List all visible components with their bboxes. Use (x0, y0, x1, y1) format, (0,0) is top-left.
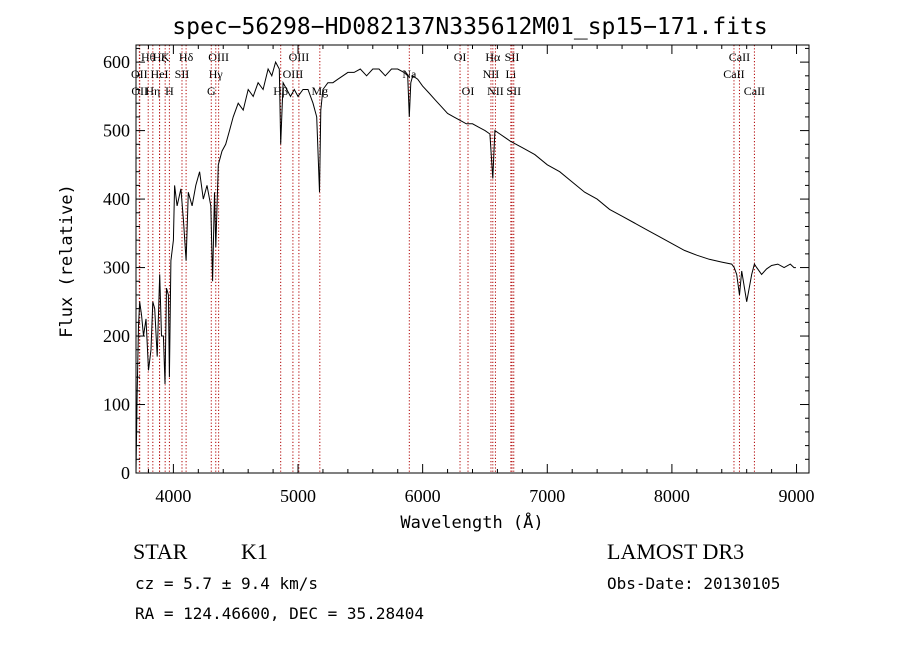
spectral-line-label: Na (402, 67, 417, 81)
x-tick-label: 5000 (280, 486, 316, 506)
spectral-line-label: NII (487, 84, 504, 98)
spectral-line-label: SII (505, 50, 520, 64)
coordinates: RA = 124.46600, DEC = 35.28404 (135, 604, 424, 623)
y-axis-label: Flux (relative) (57, 184, 77, 338)
survey-name: LAMOST DR3 (607, 539, 745, 564)
y-tick-label: 600 (103, 52, 130, 72)
spectral-line-label: H (165, 84, 174, 98)
spectral-line-label: G (207, 84, 216, 98)
spectral-line-label: Hθ (141, 50, 156, 64)
spectral-line-label: OIII (289, 50, 310, 64)
y-tick-label: 100 (103, 395, 130, 415)
spectral-line-label: NII (483, 67, 500, 81)
spectral-line-label: CaII (729, 50, 750, 64)
spectral-line-label: Li (506, 67, 517, 81)
y-tick-label: 0 (121, 463, 130, 483)
x-tick-label: 9000 (779, 486, 815, 506)
x-tick-label: 6000 (405, 486, 441, 506)
spectrum-line (135, 60, 796, 474)
spectral-line-label: K (161, 50, 170, 64)
spectral-line-label: Hη (145, 84, 160, 98)
spectral-line-label: HeI (151, 67, 169, 81)
spectral-line-label: OI (454, 50, 467, 64)
spectral-line-label: Hα (485, 50, 501, 64)
x-tick-label: 8000 (654, 486, 690, 506)
x-tick-label: 7000 (529, 486, 565, 506)
spectral-line-label: CaII (744, 84, 765, 98)
chart-title: spec−56298−HD082137N335612M01_sp15−171.f… (172, 14, 767, 40)
y-tick-label: 200 (103, 326, 130, 346)
spectral-line-label: SII (506, 84, 521, 98)
spectral-line-label: Hζ (153, 50, 167, 64)
spectral-line-label: Hγ (209, 67, 224, 81)
redshift-velocity: cz = 5.7 ± 9.4 km/s (135, 574, 319, 593)
x-axis: 4000 5000 6000 7000 8000 9000 (147, 45, 815, 506)
object-class: STAR (133, 539, 188, 564)
spectral-line-label: Hδ (179, 50, 194, 64)
spectral-line-label: OIII (208, 50, 229, 64)
spectral-line-label: CaII (723, 67, 744, 81)
observation-date: Obs-Date: 20130105 (607, 574, 781, 593)
spectral-line-label: Hβ (273, 84, 288, 98)
y-tick-label: 400 (103, 189, 130, 209)
spectral-line-label: SII (175, 67, 190, 81)
x-axis-label: Wavelength (Å) (400, 511, 543, 533)
y-axis: 0 100 200 300 400 500 600 (103, 47, 809, 483)
y-tick-label: 300 (103, 258, 130, 278)
y-tick-label: 500 (103, 121, 130, 141)
spectral-line-label: OIII (283, 67, 304, 81)
object-subclass: K1 (241, 539, 268, 564)
spectral-line-label: OI (462, 84, 475, 98)
x-tick-label: 4000 (155, 486, 191, 506)
